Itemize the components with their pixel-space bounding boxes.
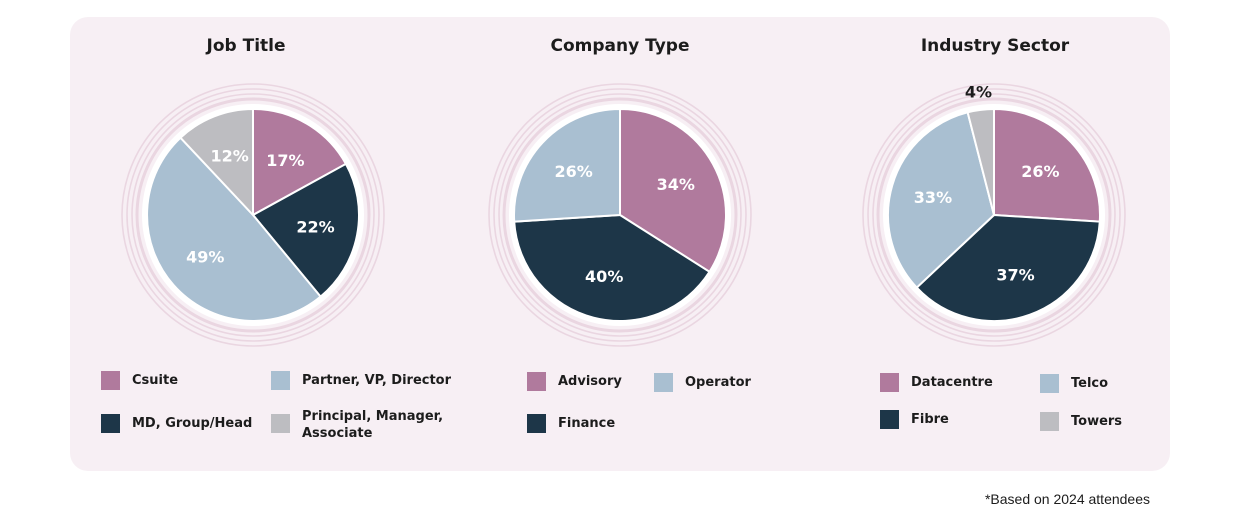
legend-label: Principal, Manager, Associate <box>302 409 444 441</box>
pie-chart-company-type: 34% 40% 26% <box>488 83 752 347</box>
legend-item-datacentre: Datacentre <box>880 373 993 392</box>
decorative-ring <box>135 97 371 333</box>
slice-value-label: 49% <box>186 248 224 267</box>
pie-slice-md-group-head <box>251 162 360 299</box>
slice-value-label: 4% <box>965 82 992 101</box>
legend-swatch <box>527 372 546 391</box>
legend-label: MD, Group/Head <box>132 416 253 431</box>
legend-label: Advisory <box>558 374 622 389</box>
pie-slice-fibre <box>915 213 1101 322</box>
legend-item-csuite: Csuite <box>101 371 179 390</box>
legend-swatch <box>271 371 290 390</box>
legend-label: Towers <box>1071 414 1123 429</box>
decorative-ring <box>876 97 1112 333</box>
slice-value-label: 33% <box>914 188 952 207</box>
slice-value-label: 37% <box>996 265 1034 284</box>
legend-item-advisory: Advisory <box>527 372 622 391</box>
legend-label: Finance <box>558 416 616 431</box>
legend-item-finance: Finance <box>527 414 616 433</box>
decorative-ring <box>862 83 1126 347</box>
legend-label: Telco <box>1071 376 1109 391</box>
legend-swatch <box>880 410 899 429</box>
legend-swatch <box>1040 374 1059 393</box>
pie-slice-finance <box>513 213 711 322</box>
chart-title-company-type: Company Type <box>550 36 690 56</box>
legend-item-telco: Telco <box>1040 374 1109 393</box>
legend-label: Datacentre <box>911 375 993 390</box>
slice-value-label: 22% <box>296 217 334 236</box>
legend-swatch <box>654 373 673 392</box>
decorative-ring <box>131 93 375 337</box>
legend-item-operator: Operator <box>654 373 751 392</box>
pie-slice-telco <box>887 111 996 289</box>
legend-swatch <box>101 414 120 433</box>
slice-value-label: 26% <box>1021 162 1059 181</box>
pie-chart-job-title: 17% 22% 49% 12% <box>121 83 385 347</box>
legend-item-principal-manager-associate: Principal, Manager, Associate <box>271 408 443 442</box>
pie-slice-csuite <box>252 107 348 217</box>
decorative-ring <box>121 83 385 347</box>
legend-label: Csuite <box>132 373 179 388</box>
slice-value-label: 26% <box>554 162 592 181</box>
pie-slice-datacentre <box>993 107 1101 223</box>
decorative-ring <box>126 88 380 342</box>
decorative-ring <box>498 93 742 337</box>
pie-slice-partner-vp-director <box>146 136 322 322</box>
pie-slice-principal-manager-associate <box>179 107 254 218</box>
slice-value-label: 40% <box>585 267 623 286</box>
decorative-ring <box>493 88 747 342</box>
slice-value-label: 12% <box>210 146 248 165</box>
legend-swatch <box>271 414 290 433</box>
legend-label: Operator <box>685 375 751 390</box>
footnote: *Based on 2024 attendees <box>984 491 1150 507</box>
decorative-ring <box>872 93 1116 337</box>
decorative-ring <box>488 83 752 347</box>
legend-item-partner-vp-director: Partner, VP, Director <box>271 371 452 390</box>
legend-item-fibre: Fibre <box>880 410 949 429</box>
chart-title-job-title: Job Title <box>206 36 286 56</box>
pie-chart-industry-sector: 26% 37% 33% 4% <box>862 82 1126 347</box>
pie-slice-towers <box>966 107 995 216</box>
legend-item-md-group-head: MD, Group/Head <box>101 414 253 433</box>
legend-label: Fibre <box>911 412 949 427</box>
decorative-ring <box>502 97 738 333</box>
chart-title-industry-sector: Industry Sector <box>920 36 1070 56</box>
legend-swatch <box>527 414 546 433</box>
legend-swatch <box>1040 412 1059 431</box>
legend-swatch <box>880 373 899 392</box>
legend-label: Partner, VP, Director <box>302 373 452 388</box>
pie-slice-operator <box>513 107 621 223</box>
slice-value-label: 17% <box>266 151 304 170</box>
decorative-ring <box>867 88 1121 342</box>
legend-item-towers: Towers <box>1040 412 1123 431</box>
slice-value-label: 34% <box>657 175 695 194</box>
legend-swatch <box>101 371 120 390</box>
